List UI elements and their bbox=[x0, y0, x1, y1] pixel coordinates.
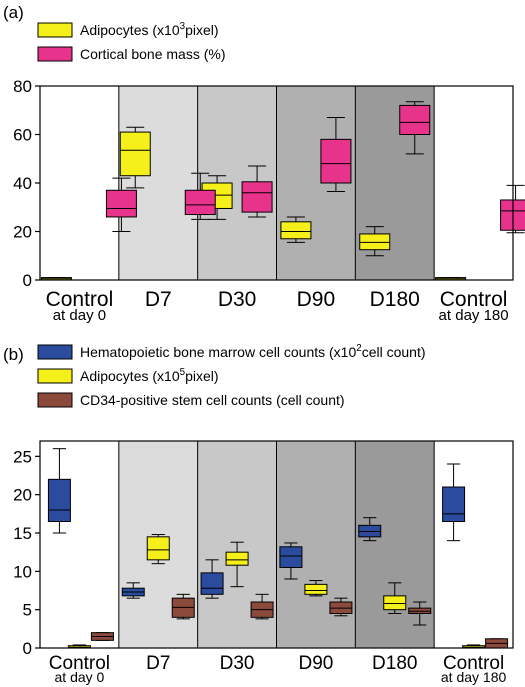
y-tick-label: 5 bbox=[23, 601, 32, 620]
category-band bbox=[276, 441, 356, 648]
box bbox=[383, 595, 407, 611]
box bbox=[442, 486, 466, 522]
box bbox=[47, 478, 71, 523]
box-plot bbox=[90, 632, 114, 641]
y-tick-label: 40 bbox=[13, 174, 32, 193]
box-plot bbox=[329, 597, 353, 617]
category-label: D30 bbox=[218, 288, 257, 311]
box bbox=[279, 546, 303, 568]
category-sublabel: at day 0 bbox=[55, 669, 105, 685]
legend-entry: Hematopoietic bone marrow cell counts (x… bbox=[37, 343, 426, 360]
panel-label: (a) bbox=[3, 3, 24, 22]
box bbox=[184, 189, 216, 216]
legend-label: Hematopoietic bone marrow cell counts (x… bbox=[80, 343, 426, 360]
category-band bbox=[434, 86, 513, 280]
plot-frame bbox=[39, 85, 514, 281]
legend-label: Adipocytes (x105pixel) bbox=[80, 367, 219, 384]
box-plot bbox=[358, 517, 382, 542]
legend-swatch bbox=[37, 22, 73, 38]
category-label: D7 bbox=[145, 288, 172, 311]
y-tick-label: 0 bbox=[23, 271, 32, 290]
box bbox=[320, 138, 352, 184]
category-label: D90 bbox=[297, 288, 336, 311]
box bbox=[241, 181, 273, 213]
box bbox=[146, 536, 170, 561]
plot-frame bbox=[39, 440, 514, 649]
box-plot bbox=[359, 226, 391, 257]
box-plot bbox=[442, 463, 466, 542]
y-tick-label: 10 bbox=[13, 562, 32, 581]
category-band bbox=[40, 441, 119, 648]
box bbox=[399, 104, 431, 136]
category-label: Control bbox=[443, 653, 504, 674]
box-plot bbox=[304, 580, 328, 597]
category-sublabel: at day 0 bbox=[53, 307, 106, 324]
box-plot bbox=[121, 582, 145, 599]
legend-swatch bbox=[37, 46, 73, 62]
legend-entry: Cortical bone mass (%) bbox=[37, 46, 226, 62]
legend-swatch bbox=[37, 392, 73, 408]
box-plot bbox=[105, 177, 137, 232]
legend-label: Adipocytes (x103pixel) bbox=[80, 21, 219, 38]
box bbox=[280, 221, 312, 240]
box-plot bbox=[250, 593, 274, 620]
box-plot bbox=[184, 172, 216, 220]
category-label: D180 bbox=[370, 288, 420, 311]
box-plot bbox=[171, 593, 195, 620]
box-plot bbox=[200, 559, 224, 599]
y-tick-label: 0 bbox=[23, 639, 32, 658]
legend-entry: CD34-positive stem cell counts (cell cou… bbox=[37, 392, 345, 408]
category-label: D180 bbox=[372, 653, 417, 674]
box-plot bbox=[320, 117, 352, 192]
legend-swatch bbox=[37, 344, 73, 360]
box-plot bbox=[146, 534, 170, 565]
box-plot bbox=[47, 448, 71, 534]
category-band bbox=[118, 86, 198, 280]
y-tick-label: 60 bbox=[13, 126, 32, 145]
y-tick-label: 20 bbox=[13, 486, 32, 505]
box bbox=[304, 583, 328, 595]
category-label: D7 bbox=[146, 653, 170, 674]
box bbox=[105, 189, 137, 218]
box bbox=[119, 131, 151, 177]
y-tick-label: 25 bbox=[13, 447, 32, 466]
box-plot bbox=[485, 638, 509, 649]
legend-swatch bbox=[37, 368, 73, 384]
category-sublabel: at day 180 bbox=[441, 669, 507, 685]
legend-label: CD34-positive stem cell counts (cell cou… bbox=[80, 392, 345, 408]
box bbox=[359, 233, 391, 251]
y-tick-label: 20 bbox=[13, 223, 32, 242]
category-sublabel: at day 180 bbox=[439, 307, 509, 324]
y-tick-label: 15 bbox=[13, 524, 32, 543]
box-plot bbox=[225, 541, 249, 588]
category-label: D30 bbox=[220, 653, 255, 674]
category-label: D90 bbox=[298, 653, 333, 674]
legend-label: Cortical bone mass (%) bbox=[80, 46, 226, 62]
box-plot bbox=[280, 216, 312, 243]
box-plot bbox=[408, 601, 432, 626]
category-label: Control bbox=[46, 288, 114, 311]
category-label: Control bbox=[440, 288, 508, 311]
category-label: Control bbox=[49, 653, 110, 674]
box-plot bbox=[399, 101, 431, 155]
box-plot bbox=[119, 126, 151, 189]
box-plot bbox=[383, 582, 407, 614]
category-band bbox=[355, 441, 435, 648]
category-band bbox=[434, 441, 513, 648]
box-plot bbox=[241, 165, 273, 218]
box-plot bbox=[279, 542, 303, 580]
legend-entry: Adipocytes (x103pixel) bbox=[37, 21, 219, 38]
legend-entry: Adipocytes (x105pixel) bbox=[37, 367, 219, 384]
y-tick-label: 80 bbox=[13, 77, 32, 96]
panel-label: (b) bbox=[3, 345, 24, 364]
box bbox=[225, 551, 249, 566]
category-band bbox=[40, 86, 119, 280]
box bbox=[200, 572, 224, 595]
